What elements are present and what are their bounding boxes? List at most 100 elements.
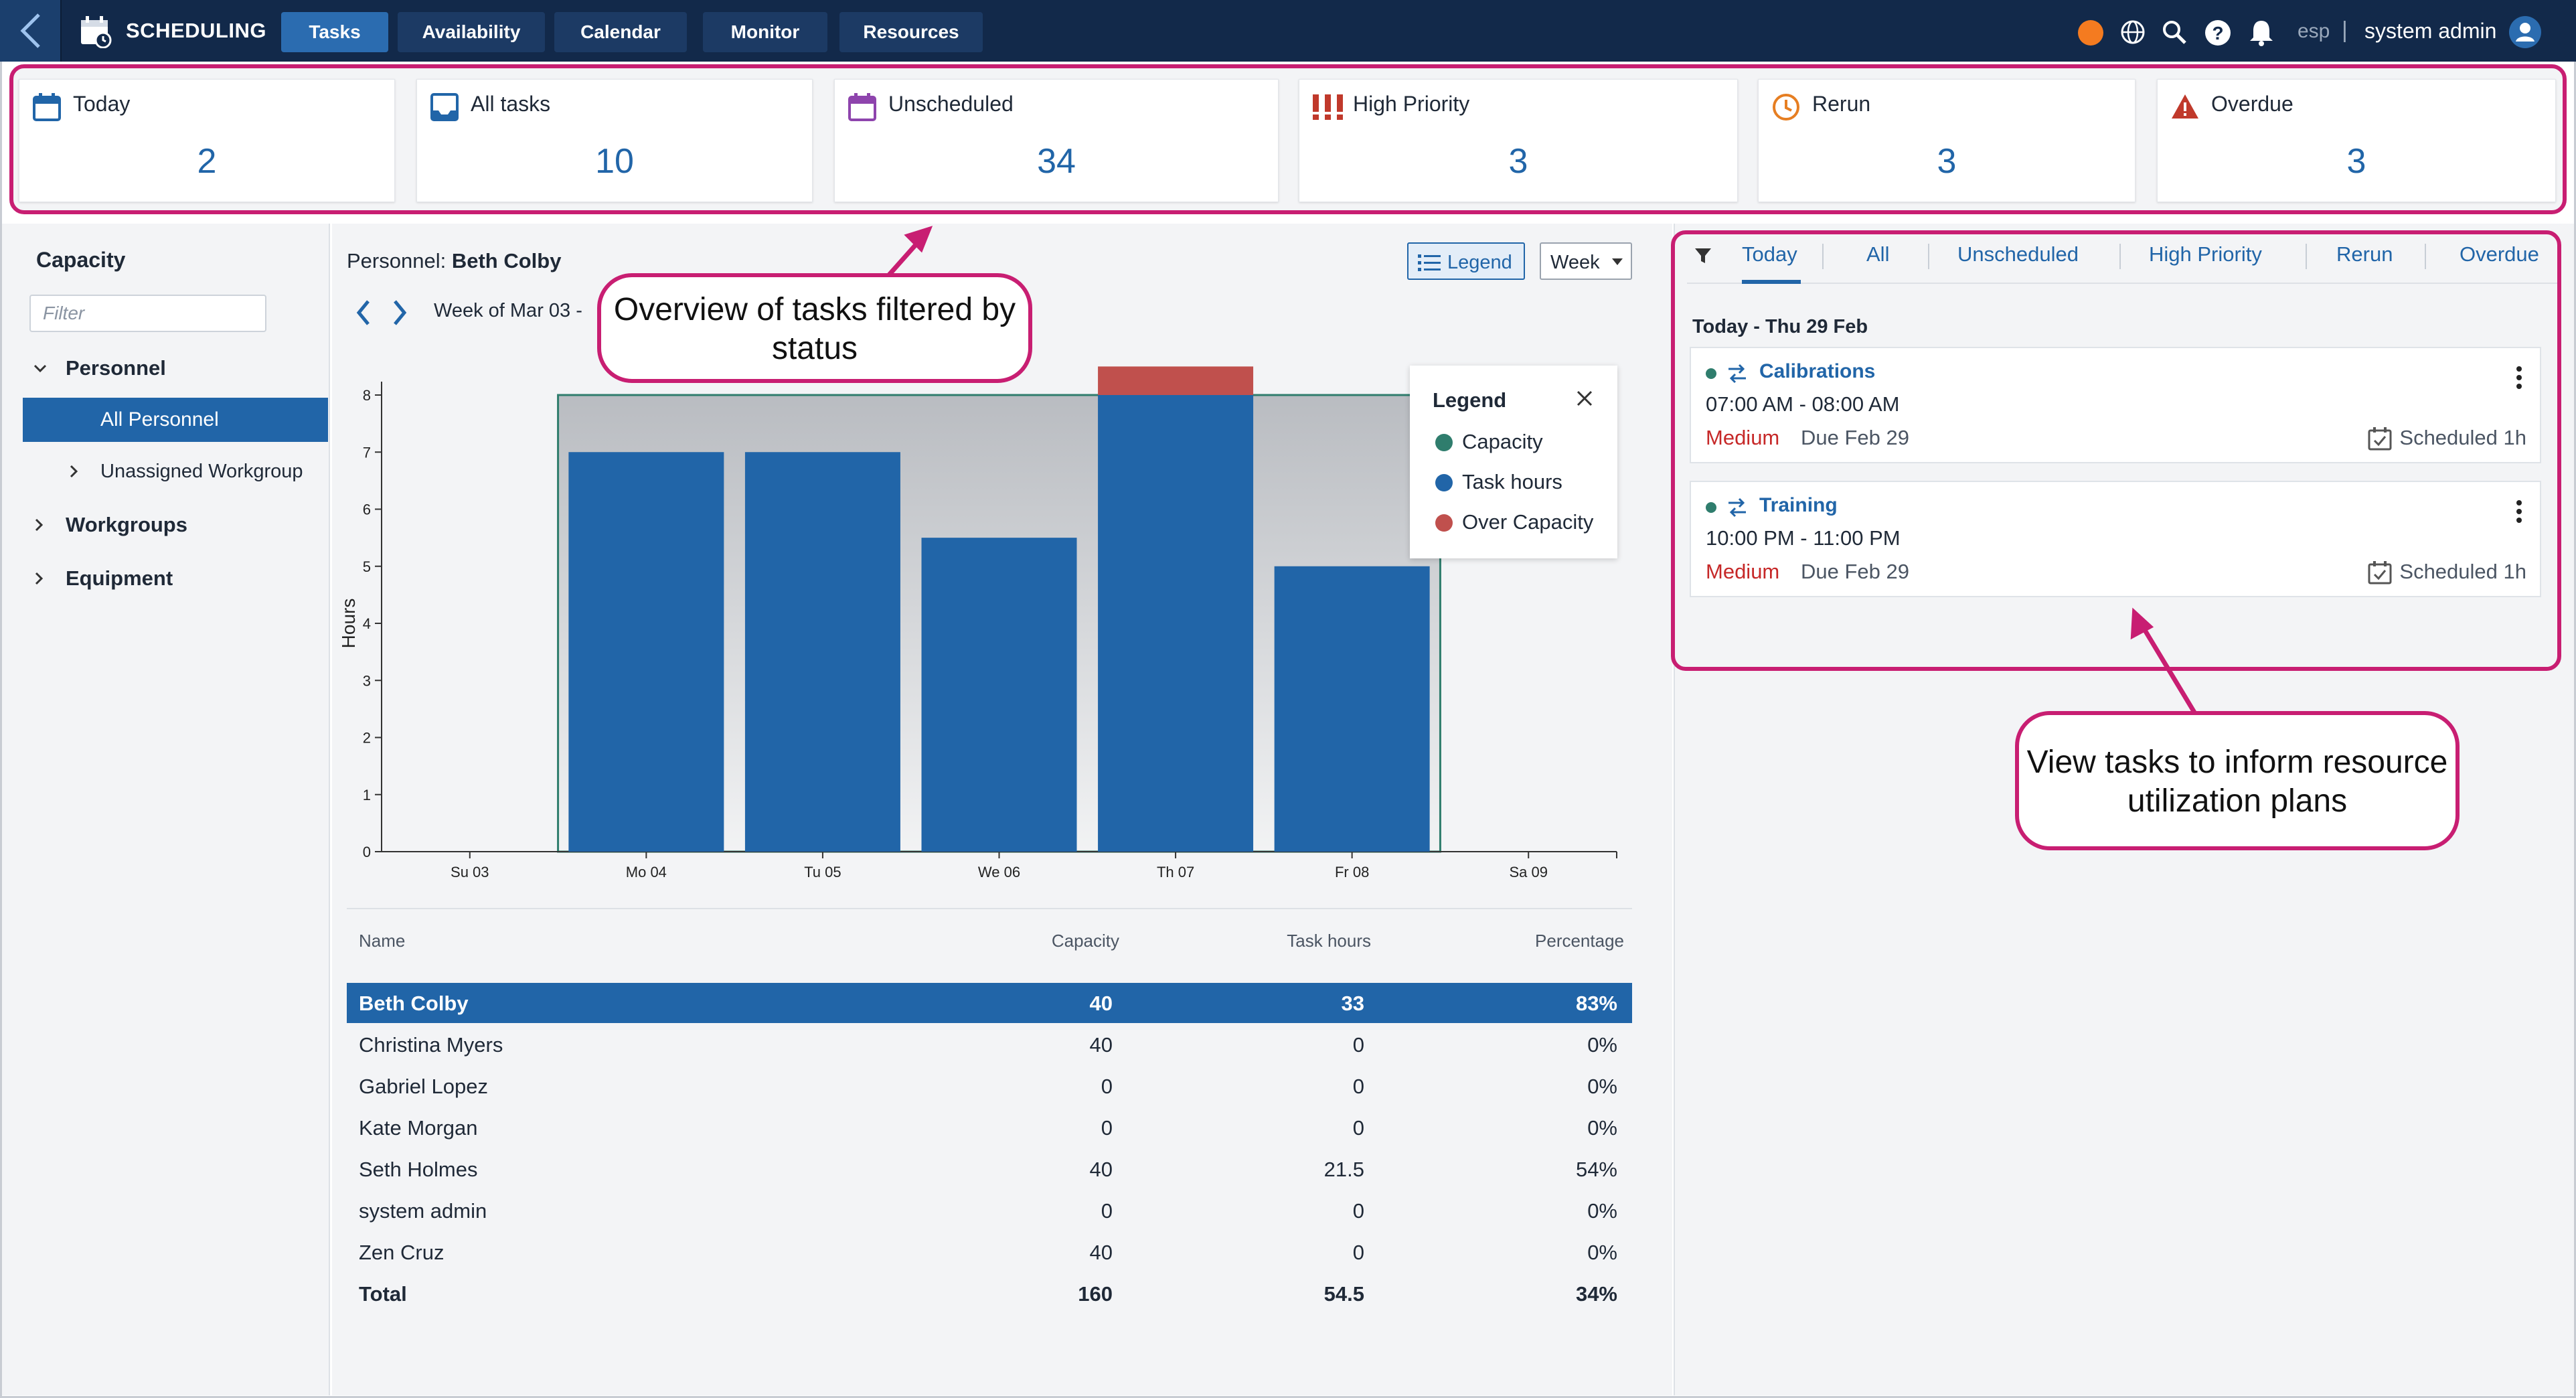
legend-button[interactable]: Legend: [1407, 242, 1525, 280]
tab-today[interactable]: Today: [1742, 242, 1797, 266]
table-row[interactable]: Kate Morgan 0 0 0%: [347, 1107, 1632, 1148]
warning-icon: [2172, 94, 2198, 119]
selected-person: Beth Colby: [451, 249, 562, 273]
chevron-right-icon[interactable]: [67, 463, 80, 479]
tree-item-workgroups[interactable]: Workgroups: [66, 513, 187, 536]
status-dot: [1706, 502, 1716, 513]
table-row[interactable]: Christina Myers 40 0 0%: [347, 1024, 1632, 1065]
cell-percentage: 54%: [1575, 1158, 1617, 1181]
transfer-icon: [1728, 364, 1746, 384]
cell-task-hours: 33: [1341, 992, 1364, 1015]
nav-tab-resources[interactable]: Resources: [839, 12, 983, 52]
search-icon[interactable]: [2161, 19, 2188, 46]
table-row[interactable]: Seth Holmes 40 21.5 54%: [347, 1149, 1632, 1189]
tab-rerun[interactable]: Rerun: [2336, 242, 2393, 266]
card-unscheduled[interactable]: Unscheduled 34: [834, 79, 1279, 202]
table-row[interactable]: Gabriel Lopez 0 0 0%: [347, 1066, 1632, 1106]
filter-input[interactable]: [29, 295, 266, 332]
card-high-priority[interactable]: High Priority 3: [1299, 79, 1738, 202]
legend-item-task-hours: Task hours: [1435, 470, 1562, 494]
task-priority: Medium: [1706, 560, 1780, 583]
chevron-right-icon[interactable]: [32, 517, 46, 533]
cell-percentage: 34%: [1575, 1282, 1617, 1306]
status-indicator[interactable]: [2078, 20, 2103, 46]
transfer-icon: [1728, 497, 1746, 518]
cell-name: Christina Myers: [359, 1033, 503, 1057]
x-tick-label: Th 07: [1157, 864, 1194, 880]
tree-item-equipment[interactable]: Equipment: [66, 566, 173, 590]
cell-name: system admin: [359, 1199, 487, 1223]
nav-tab-calendar[interactable]: Calendar: [554, 12, 687, 52]
task-due-date: Due Feb 29: [1801, 426, 1909, 449]
language-selector[interactable]: esp: [2298, 20, 2330, 42]
tree-item-personnel[interactable]: Personnel: [66, 356, 166, 380]
task-name[interactable]: Calibrations: [1759, 360, 1876, 382]
task-time: 10:00 PM - 11:00 PM: [1706, 526, 1901, 550]
y-tick-label: 7: [363, 444, 371, 461]
card-label: Today: [73, 92, 131, 116]
legend-item-capacity: Capacity: [1435, 430, 1543, 454]
table-row[interactable]: system admin 0 0 0%: [347, 1190, 1632, 1231]
card-today[interactable]: Today 2: [19, 79, 395, 202]
cell-percentage: 83%: [1575, 992, 1617, 1015]
avatar[interactable]: [2509, 16, 2541, 48]
tab-all[interactable]: All: [1866, 242, 1890, 266]
cell-capacity: 40: [1089, 1033, 1113, 1057]
cell-task-hours: 0: [1352, 1241, 1364, 1264]
cell-task-hours: 0: [1352, 1075, 1364, 1098]
task-card-training[interactable]: Training 10:00 PM - 11:00 PM Medium Due …: [1690, 481, 2541, 597]
nav-tab-tasks[interactable]: Tasks: [281, 12, 388, 52]
help-icon[interactable]: ?: [2204, 19, 2232, 47]
cell-name: Kate Morgan: [359, 1116, 478, 1140]
over-capacity-swatch: [1435, 514, 1453, 532]
close-icon[interactable]: [1575, 388, 1595, 408]
card-label: Unscheduled: [888, 92, 1014, 116]
card-all-tasks[interactable]: All tasks 10: [416, 79, 813, 202]
chevron-down-icon[interactable]: [32, 360, 48, 376]
range-select[interactable]: Week: [1540, 242, 1632, 280]
user-name[interactable]: system admin: [2364, 19, 2497, 43]
task-priority: Medium: [1706, 426, 1780, 449]
task-scheduled-duration: Scheduled 1h: [2399, 426, 2526, 449]
tab-overdue[interactable]: Overdue: [2460, 242, 2539, 266]
y-tick-label: 4: [363, 615, 371, 632]
tree-item-unassigned-workgroup[interactable]: Unassigned Workgroup: [100, 461, 303, 482]
cell-capacity: 0: [1101, 1075, 1113, 1098]
task-card-calibrations[interactable]: Calibrations 07:00 AM - 08:00 AM Medium …: [1690, 347, 2541, 463]
more-vertical-icon[interactable]: [2516, 499, 2522, 524]
task-hours-swatch: [1435, 474, 1453, 491]
table-row[interactable]: Beth Colby 40 33 83%: [347, 983, 1632, 1023]
back-button[interactable]: [0, 0, 62, 62]
card-rerun[interactable]: Rerun 3: [1758, 79, 2136, 202]
cell-name: Gabriel Lopez: [359, 1075, 489, 1098]
next-week-button[interactable]: [390, 297, 410, 328]
panel-title-prefix: Personnel:: [347, 249, 447, 273]
y-tick-label: 8: [363, 387, 371, 404]
x-tick-label: Sa 09: [1509, 864, 1548, 880]
sidebar-title: Capacity: [36, 248, 126, 272]
previous-week-button[interactable]: [353, 297, 374, 328]
globe-icon[interactable]: [2119, 19, 2146, 46]
chevron-right-icon[interactable]: [32, 570, 46, 587]
cell-capacity: 40: [1089, 992, 1113, 1015]
cell-name: Seth Holmes: [359, 1158, 478, 1181]
tab-high-priority[interactable]: High Priority: [2149, 242, 2262, 266]
divider: [2425, 244, 2426, 269]
cell-capacity: 0: [1101, 1116, 1113, 1140]
y-tick-label: 0: [363, 844, 371, 860]
tree-item-label: All Personnel: [100, 408, 219, 431]
divider: [347, 908, 1632, 909]
more-vertical-icon[interactable]: [2516, 366, 2522, 390]
nav-tab-availability[interactable]: Availability: [398, 12, 545, 52]
card-label: Rerun: [1812, 92, 1871, 116]
tab-unscheduled[interactable]: Unscheduled: [1957, 242, 2079, 266]
bell-icon[interactable]: [2248, 19, 2275, 47]
filter-icon[interactable]: [1694, 246, 1712, 265]
nav-tab-monitor[interactable]: Monitor: [703, 12, 827, 52]
task-name[interactable]: Training: [1759, 494, 1838, 516]
table-row[interactable]: Zen Cruz 40 0 0%: [347, 1232, 1632, 1272]
svg-text:?: ?: [2212, 23, 2223, 44]
tree-item-all-personnel[interactable]: All Personnel: [23, 398, 328, 442]
card-overdue[interactable]: Overdue 3: [2157, 79, 2556, 202]
